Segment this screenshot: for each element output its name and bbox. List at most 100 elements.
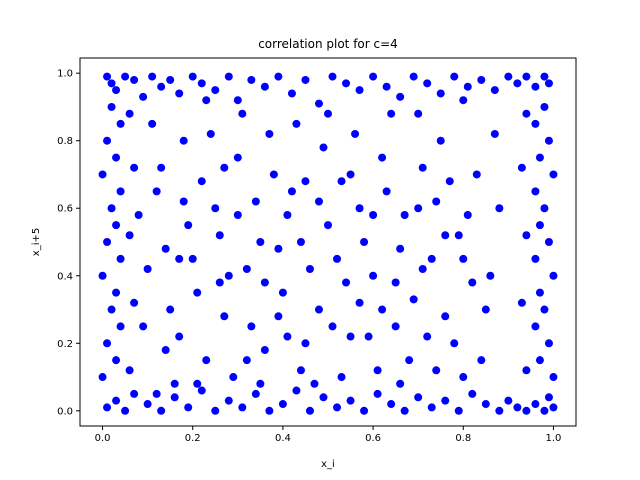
data-point <box>522 406 531 415</box>
data-point <box>373 389 382 398</box>
data-point <box>400 406 409 415</box>
data-point <box>337 177 346 186</box>
data-point <box>296 238 305 246</box>
data-point <box>400 210 409 219</box>
data-point <box>459 96 468 105</box>
data-point <box>202 96 211 105</box>
data-point <box>103 403 112 412</box>
data-point <box>540 406 549 415</box>
data-point <box>387 400 396 409</box>
data-point <box>260 82 269 91</box>
data-point <box>148 119 157 128</box>
data-point <box>333 254 342 263</box>
data-point <box>188 254 197 263</box>
data-point <box>423 332 432 341</box>
data-point <box>319 393 328 402</box>
data-point <box>161 244 170 253</box>
data-point <box>130 75 139 84</box>
data-point <box>540 305 549 314</box>
data-point <box>342 278 351 287</box>
data-point <box>333 403 342 412</box>
data-point <box>540 102 549 111</box>
data-point <box>130 389 139 398</box>
data-point <box>382 187 391 196</box>
data-point <box>233 96 242 105</box>
data-point <box>179 197 188 206</box>
data-point <box>112 86 121 95</box>
data-point <box>125 366 134 375</box>
data-point <box>220 312 229 321</box>
data-point <box>540 204 549 213</box>
data-point <box>211 86 220 95</box>
data-point <box>224 271 233 280</box>
data-point <box>98 271 107 280</box>
data-point <box>184 403 193 412</box>
data-point <box>328 72 337 81</box>
data-point <box>301 339 310 348</box>
data-point <box>396 379 405 388</box>
data-point <box>427 403 436 412</box>
data-point <box>459 254 468 263</box>
data-point <box>324 221 332 230</box>
data-point <box>148 72 157 81</box>
data-point <box>369 271 378 280</box>
data-point <box>544 79 553 88</box>
data-point <box>504 396 513 405</box>
data-point <box>314 305 323 314</box>
data-point <box>409 295 418 304</box>
data-point <box>283 210 292 219</box>
data-point <box>116 119 125 128</box>
data-point <box>112 356 121 365</box>
data-point <box>314 197 323 206</box>
data-point <box>373 366 382 375</box>
data-point <box>130 163 139 172</box>
data-point <box>418 265 427 274</box>
data-point <box>170 393 179 402</box>
x-tick-label: 0.6 <box>365 433 381 444</box>
x-tick-label: 1.0 <box>546 433 562 444</box>
data-point <box>112 396 121 405</box>
data-point <box>103 136 112 145</box>
data-point <box>427 254 436 263</box>
data-point <box>522 231 531 240</box>
data-point <box>215 231 224 240</box>
data-point <box>463 210 472 219</box>
data-point <box>283 332 292 341</box>
data-point <box>369 72 378 81</box>
data-point <box>260 278 269 287</box>
data-point <box>490 129 499 138</box>
data-point <box>364 332 373 341</box>
data-point <box>188 72 197 81</box>
data-point <box>152 389 161 398</box>
data-point <box>211 204 220 213</box>
data-point <box>238 403 247 412</box>
data-point <box>220 163 229 172</box>
axis-ticks: 0.0 0.2 0.4 0.6 0.8 1.0 0.0 0.2 0.4 0.6 0.8 1.0 <box>57 69 561 444</box>
data-point <box>296 366 305 375</box>
x-tick-label: 0.2 <box>185 433 201 444</box>
data-point <box>531 119 540 128</box>
data-point <box>175 254 184 263</box>
data-point <box>184 221 193 230</box>
data-point <box>256 379 265 388</box>
data-point <box>103 72 112 81</box>
data-point <box>139 322 148 331</box>
data-point <box>211 406 220 415</box>
data-point <box>531 322 540 331</box>
data-point <box>287 187 296 196</box>
data-point <box>477 356 486 365</box>
chart-title: correlation plot for c=4 <box>258 37 398 51</box>
data-point <box>513 403 522 412</box>
data-point <box>517 163 526 172</box>
data-point <box>125 109 134 118</box>
data-point <box>251 197 260 206</box>
data-point <box>472 170 481 179</box>
data-point <box>98 170 107 179</box>
data-point <box>175 332 184 341</box>
data-point <box>535 288 544 297</box>
data-point <box>337 373 346 382</box>
data-point <box>549 271 558 280</box>
data-point <box>378 305 387 314</box>
data-point <box>274 312 283 321</box>
